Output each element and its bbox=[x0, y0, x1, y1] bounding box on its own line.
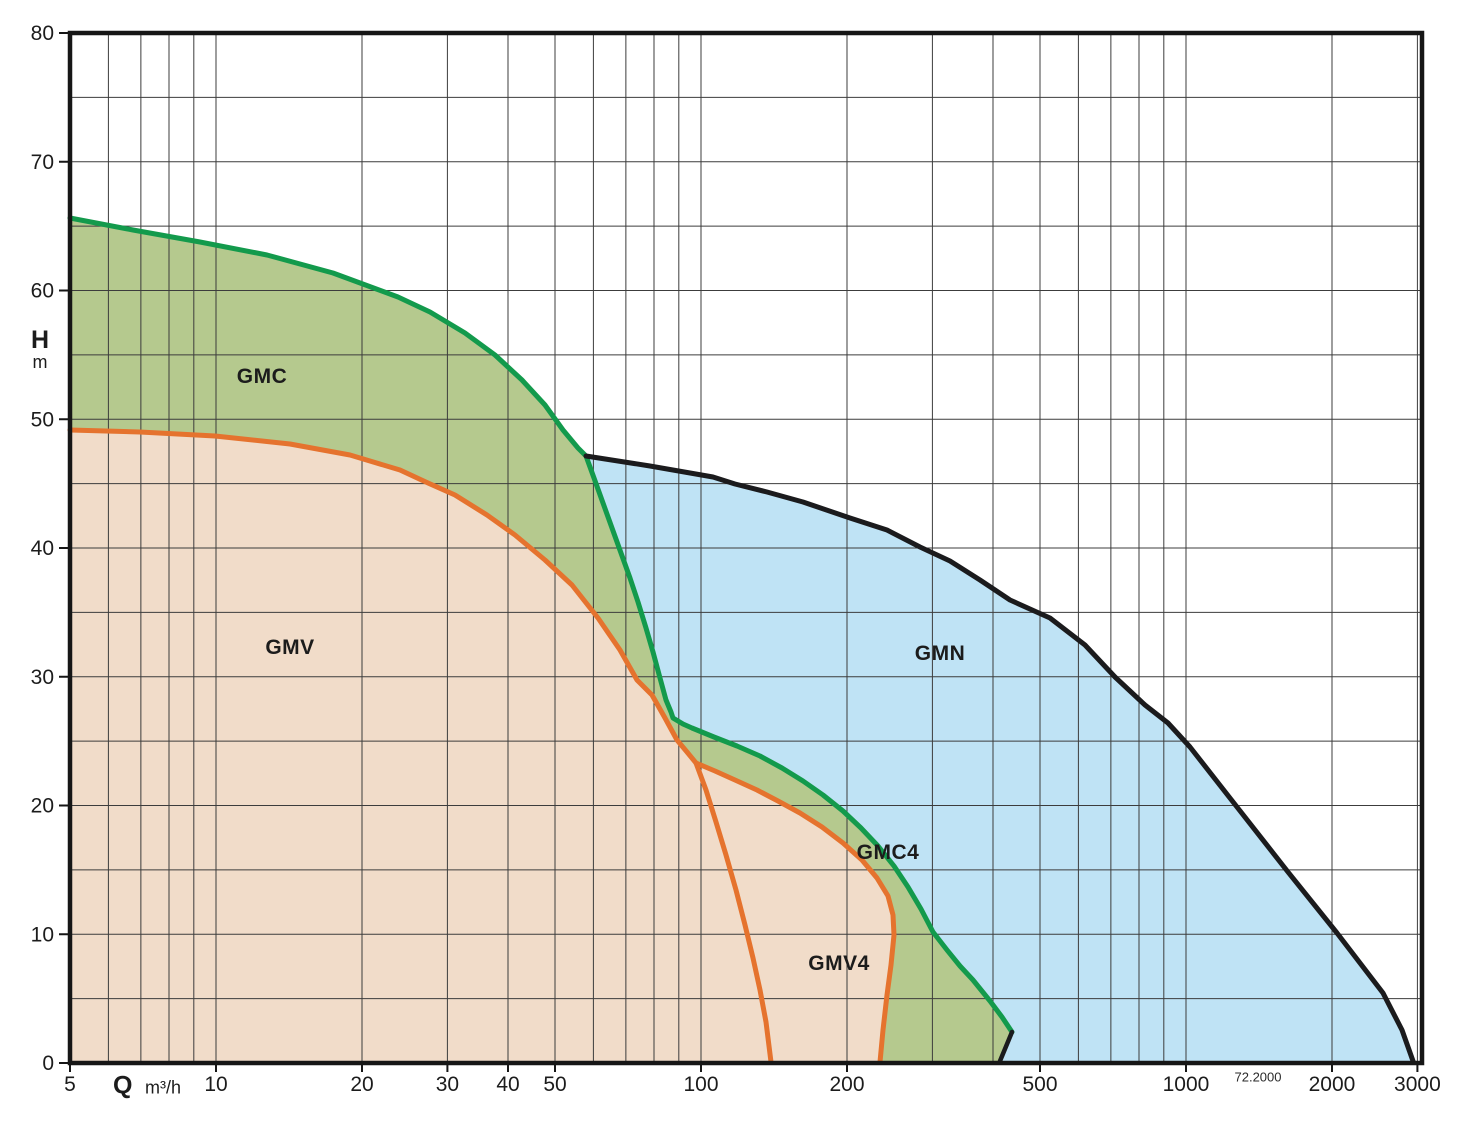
y-tick-label-40: 40 bbox=[31, 537, 54, 560]
x-tick-label-40: 40 bbox=[496, 1073, 519, 1096]
x-tick-label-30: 30 bbox=[436, 1073, 459, 1096]
x-tick-label-2000: 2000 bbox=[1309, 1073, 1356, 1096]
y-tick-label-10: 10 bbox=[31, 923, 54, 946]
x-tick-label-5: 5 bbox=[64, 1073, 76, 1096]
gmn-lower-notch-segment bbox=[997, 1029, 1015, 1064]
gmv4-envelope-curve bbox=[693, 760, 897, 1065]
x-tick-label-200: 200 bbox=[829, 1073, 864, 1096]
x-tick-label-500: 500 bbox=[1022, 1073, 1057, 1096]
x-tick-label-50: 50 bbox=[543, 1073, 566, 1096]
x-tick-label-100: 100 bbox=[683, 1073, 718, 1096]
region-label-gmn: GMN bbox=[914, 642, 966, 665]
region-label-gmc: GMC bbox=[236, 365, 288, 388]
axis-ticks bbox=[59, 32, 1419, 1072]
y-tick-label-0: 0 bbox=[42, 1052, 54, 1075]
gmc-region bbox=[70, 218, 1012, 1062]
envelope-curves bbox=[67, 215, 1416, 1065]
x-axis-unit: m³/h bbox=[144, 1077, 181, 1098]
gmn-region bbox=[586, 456, 1413, 1062]
y-tick-label-80: 80 bbox=[31, 22, 54, 45]
region-label-gmv4: GMV4 bbox=[808, 952, 870, 975]
gmv-region bbox=[70, 430, 894, 1062]
y-tick-label-70: 70 bbox=[31, 151, 54, 174]
region-label-gmv: GMV bbox=[265, 636, 315, 659]
x-tick-label-20: 20 bbox=[350, 1073, 373, 1096]
reference-code-annotation: 72.2000 bbox=[1234, 1069, 1282, 1085]
gridlines bbox=[70, 33, 1422, 1063]
axis-tick-labels: 5 10 20 30 40 50 100 200 500 1000 2000 3000 0 10 20 30 4… bbox=[31, 22, 1441, 1096]
y-tick-label-60: 60 bbox=[31, 280, 54, 303]
y-tick-label-50: 50 bbox=[31, 408, 54, 431]
gmv-envelope-curve bbox=[67, 427, 774, 1065]
y-axis-title: H m bbox=[30, 326, 50, 373]
region-label-gmc4: GMC4 bbox=[856, 841, 920, 864]
x-axis-symbol: Q bbox=[113, 1071, 133, 1100]
y-tick-label-30: 30 bbox=[31, 666, 54, 689]
gmn-envelope-curve bbox=[583, 453, 1416, 1064]
x-tick-label-3000: 3000 bbox=[1394, 1073, 1441, 1096]
y-tick-label-20: 20 bbox=[31, 795, 54, 818]
region-fills bbox=[70, 218, 1413, 1062]
x-axis-title: Q m³/h bbox=[113, 1072, 181, 1101]
x-tick-label-1000: 1000 bbox=[1163, 1073, 1210, 1096]
y-axis-symbol: H bbox=[30, 326, 50, 354]
y-axis-unit: m bbox=[32, 352, 48, 372]
gmc-envelope-curve bbox=[67, 215, 1015, 1035]
x-tick-label-10: 10 bbox=[204, 1073, 227, 1096]
